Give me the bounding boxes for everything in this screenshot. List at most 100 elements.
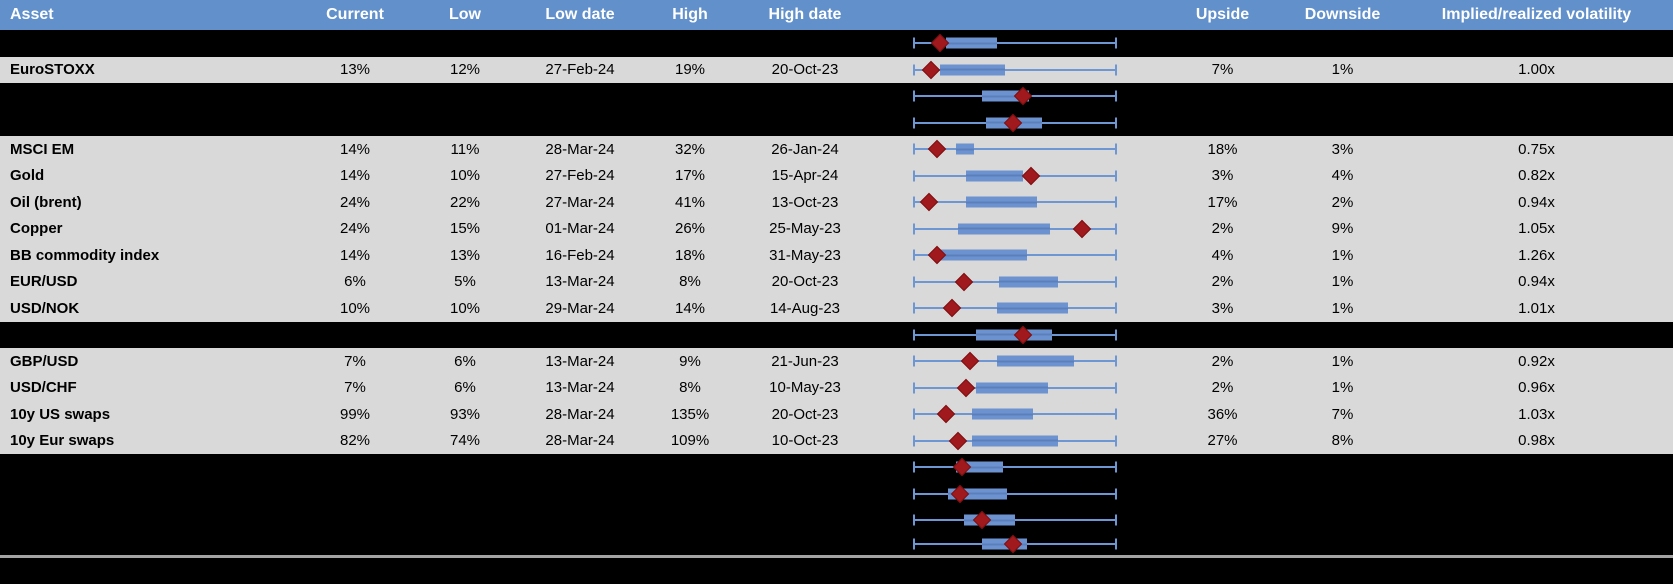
current-cell: 14% <box>339 167 371 185</box>
low-cell: 22% <box>449 193 481 211</box>
implied-cell: 1.03x <box>1518 405 1555 423</box>
current-cell: 24% <box>339 193 371 211</box>
range-plot <box>913 401 1117 428</box>
downside-cell: 3% <box>1331 140 1354 158</box>
asset-cell: USD/CHF <box>10 379 77 397</box>
whisker-cap-right <box>1115 90 1117 102</box>
asset-row: GBP/USD 7% 6% 13-Mar-24 9% 21-Jun-23 2% 1% 0.92x <box>0 348 1673 375</box>
low-cell: 6% <box>454 379 476 397</box>
range-plot <box>913 136 1117 163</box>
asset-cell: EuroSTOXX <box>10 61 95 79</box>
low-date-cell: 27-Feb-24 <box>545 61 615 79</box>
whisker-cap-right <box>1115 302 1117 314</box>
hidden-row <box>0 83 1673 110</box>
range-box-midline <box>982 95 1030 98</box>
asset-cell: 10y Eur swaps <box>10 432 115 450</box>
implied-cell: 0.75x <box>1518 140 1555 158</box>
range-box-midline <box>945 42 997 45</box>
high-cell: 8% <box>679 379 701 397</box>
plot-column-header-spacer <box>870 0 1160 30</box>
low-cell: 15% <box>449 220 481 238</box>
implied-cell: 0.82x <box>1518 167 1555 185</box>
asset-cell: USD/NOK <box>10 299 80 317</box>
high-cell: 14% <box>674 299 706 317</box>
low-cell: 10% <box>449 299 481 317</box>
whisker-cap-right <box>1115 249 1117 261</box>
range-box <box>957 223 1050 235</box>
current-value-diamond-marker <box>1073 219 1092 238</box>
range-box <box>966 196 1038 208</box>
whisker-cap-left <box>913 143 915 155</box>
column-header-asset: Asset <box>10 6 54 23</box>
whisker-cap-left <box>913 461 915 473</box>
low-date-cell: 13-Mar-24 <box>545 379 615 397</box>
whisker-cap-left <box>913 276 915 288</box>
whisker-cap-left <box>913 37 915 49</box>
whisker-cap-right <box>1115 196 1117 208</box>
asset-row: Oil (brent) 24% 22% 27-Mar-24 41% 13-Oct-23 17… <box>0 189 1673 216</box>
whisker-cap-left <box>913 223 915 235</box>
asset-cell: Gold <box>10 167 45 185</box>
whisker-cap-left <box>913 90 915 102</box>
range-box <box>947 488 1007 500</box>
low-date-cell: 28-Mar-24 <box>545 432 615 450</box>
whisker-cap-right <box>1115 276 1117 288</box>
column-header-upside: Upside <box>1195 6 1250 23</box>
upside-cell: 18% <box>1207 140 1238 158</box>
downside-cell: 7% <box>1331 405 1354 423</box>
current-value-diamond-marker <box>942 299 961 318</box>
column-header-downside: Downside <box>1304 6 1381 23</box>
low-cell: 93% <box>449 405 481 423</box>
implied-cell: 1.26x <box>1518 246 1555 264</box>
high-date-cell: 15-Apr-24 <box>771 167 839 185</box>
current-cell: 10% <box>339 299 371 317</box>
upside-cell: 3% <box>1211 299 1234 317</box>
low-date-cell: 28-Mar-24 <box>545 140 615 158</box>
range-plot <box>913 216 1117 243</box>
range-plot <box>913 83 1117 110</box>
whisker-cap-right <box>1115 117 1117 129</box>
asset-cell: 10y US swaps <box>10 405 111 423</box>
range-plot <box>913 375 1117 402</box>
range-box <box>966 170 1024 182</box>
low-date-cell: 13-Mar-24 <box>545 273 615 291</box>
current-cell: 14% <box>339 246 371 264</box>
implied-cell: 0.92x <box>1518 352 1555 370</box>
whisker-cap-left <box>913 170 915 182</box>
range-box-midline <box>939 68 1005 71</box>
range-box-midline <box>998 280 1058 283</box>
downside-cell: 4% <box>1331 167 1354 185</box>
whisker-cap-right <box>1115 223 1117 235</box>
hidden-row <box>0 30 1673 57</box>
downside-cell: 1% <box>1331 352 1354 370</box>
low-cell: 10% <box>449 167 481 185</box>
range-box-midline <box>939 254 1028 257</box>
range-plot <box>913 242 1117 269</box>
current-cell: 99% <box>339 405 371 423</box>
whisker-cap-right <box>1115 329 1117 341</box>
range-box-midline <box>972 413 1034 416</box>
range-box <box>955 143 975 155</box>
current-value-diamond-marker <box>954 272 974 291</box>
range-box-midline <box>955 148 975 151</box>
downside-cell: 2% <box>1331 193 1354 211</box>
bottom-black-strip <box>0 558 1673 584</box>
range-plot <box>913 454 1117 481</box>
whisker-cap-right <box>1115 461 1117 473</box>
implied-cell: 0.94x <box>1518 273 1555 291</box>
low-cell: 11% <box>450 140 480 158</box>
implied-cell: 0.96x <box>1518 379 1555 397</box>
range-plot <box>913 534 1117 556</box>
low-date-cell: 16-Feb-24 <box>545 246 615 264</box>
downside-cell: 1% <box>1331 61 1354 79</box>
range-plot <box>913 110 1117 137</box>
high-date-cell: 10-May-23 <box>769 379 841 397</box>
asset-cell: BB commodity index <box>10 246 160 264</box>
asset-row: Gold 14% 10% 27-Feb-24 17% 15-Apr-24 3% 4% 0.82x <box>0 162 1673 189</box>
current-value-diamond-marker <box>956 378 976 397</box>
current-cell: 13% <box>339 61 371 79</box>
asset-cell: Oil (brent) <box>10 193 82 211</box>
range-box-midline <box>947 492 1007 495</box>
implied-cell: 1.01x <box>1518 299 1555 317</box>
range-box <box>998 276 1058 288</box>
